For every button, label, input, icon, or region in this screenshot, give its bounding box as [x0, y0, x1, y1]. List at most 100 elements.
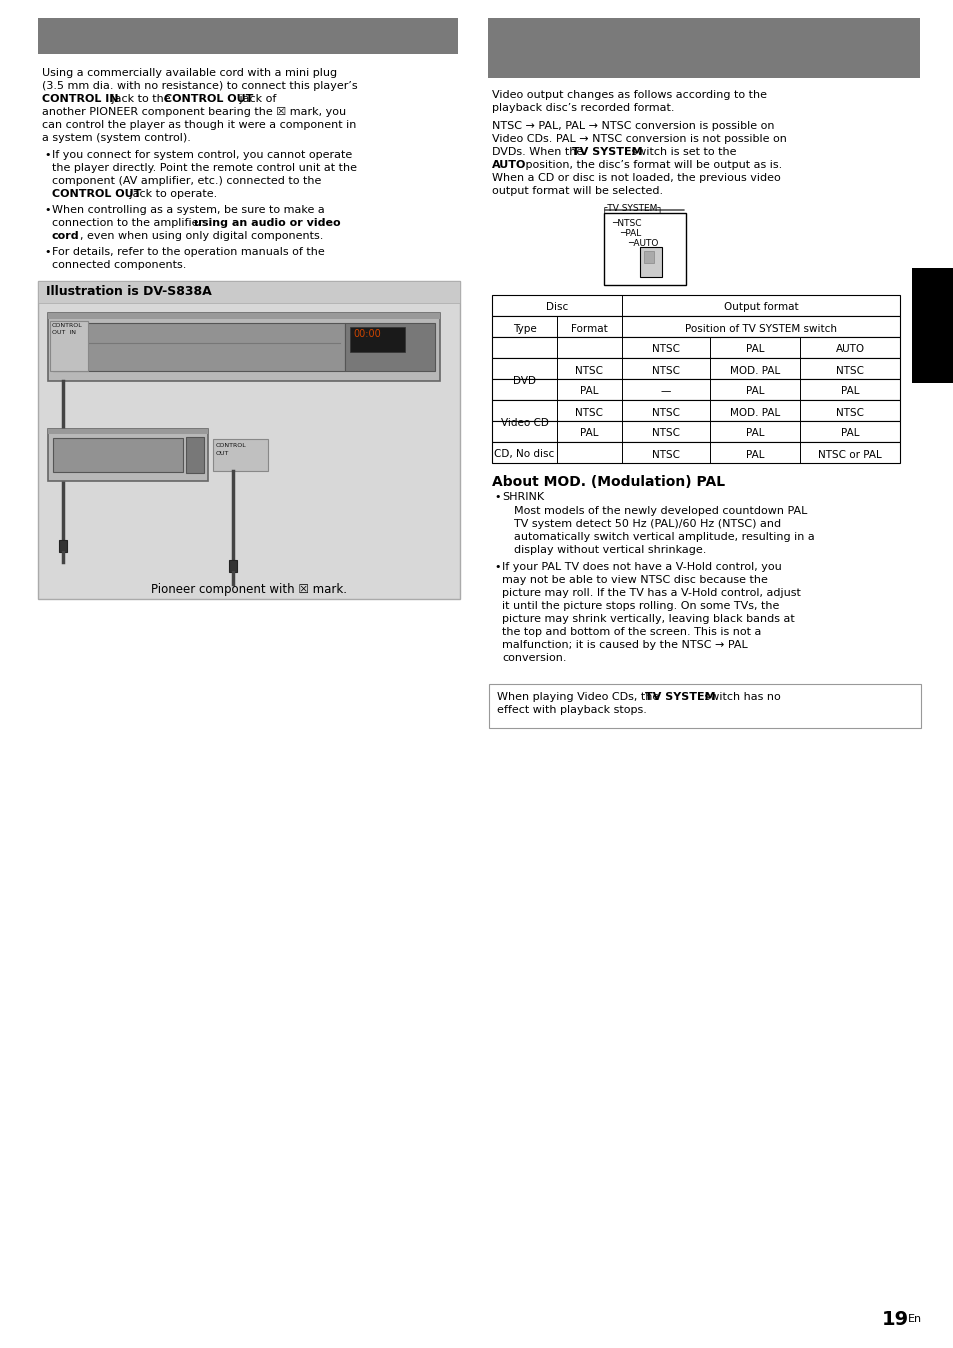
Text: PAL: PAL — [579, 387, 598, 396]
Text: DVD: DVD — [513, 376, 536, 386]
Text: En: En — [907, 1314, 922, 1324]
Text: position, the disc’s format will be output as is.: position, the disc’s format will be outp… — [521, 160, 781, 170]
Text: About MOD. (Modulation) PAL: About MOD. (Modulation) PAL — [492, 474, 724, 489]
Text: jack to the: jack to the — [108, 94, 174, 104]
Text: •: • — [44, 247, 51, 257]
Text: MOD. PAL: MOD. PAL — [729, 407, 780, 418]
Text: —: — — [660, 387, 671, 396]
Bar — [639, 247, 661, 276]
Text: PAL: PAL — [840, 429, 859, 438]
Bar — [213, 439, 268, 470]
Text: PAL: PAL — [745, 429, 763, 438]
Text: CD, No disc: CD, No disc — [494, 449, 554, 460]
Bar — [350, 328, 405, 352]
Bar — [492, 442, 899, 462]
Text: AUTO: AUTO — [835, 345, 863, 355]
Bar — [53, 324, 345, 371]
Text: AUTO: AUTO — [492, 160, 526, 170]
Text: ─AUTO: ─AUTO — [627, 239, 658, 248]
Bar — [53, 438, 183, 472]
Text: another PIONEER component bearing the ☒ mark, you: another PIONEER component bearing the ☒ … — [42, 106, 346, 117]
Text: NTSC: NTSC — [575, 407, 603, 418]
Text: component (AV amplifier, etc.) connected to the: component (AV amplifier, etc.) connected… — [52, 177, 321, 186]
Text: Format: Format — [571, 324, 607, 333]
Text: •: • — [44, 205, 51, 214]
Text: CONTROL OUT: CONTROL OUT — [164, 94, 253, 104]
Bar — [48, 313, 439, 381]
Text: NTSC or PAL: NTSC or PAL — [818, 449, 881, 460]
Bar — [603, 213, 685, 284]
Text: PAL: PAL — [579, 429, 598, 438]
Text: If your PAL TV does not have a V-Hold control, you: If your PAL TV does not have a V-Hold co… — [501, 562, 781, 572]
Text: picture may roll. If the TV has a V-Hold control, adjust: picture may roll. If the TV has a V-Hold… — [501, 588, 800, 599]
Text: Pioneer component with ☒ mark.: Pioneer component with ☒ mark. — [151, 582, 347, 596]
Text: ─PAL: ─PAL — [619, 229, 640, 239]
Bar — [229, 559, 236, 572]
Text: If you connect for system control, you cannot operate: If you connect for system control, you c… — [52, 150, 352, 160]
Text: •: • — [44, 150, 51, 160]
Bar — [492, 359, 899, 379]
Bar — [345, 324, 435, 371]
Text: NTSC: NTSC — [835, 407, 863, 418]
Bar — [911, 268, 953, 383]
Text: the top and bottom of the screen. This is not a: the top and bottom of the screen. This i… — [501, 627, 760, 638]
Text: (3.5 mm dia. with no resistance) to connect this player’s: (3.5 mm dia. with no resistance) to conn… — [42, 81, 357, 92]
Text: Type: Type — [512, 324, 536, 333]
Text: the player directly. Point the remote control unit at the: the player directly. Point the remote co… — [52, 163, 356, 173]
Text: PAL: PAL — [745, 449, 763, 460]
Bar — [492, 337, 899, 359]
Text: OUT: OUT — [215, 452, 229, 456]
Text: •: • — [494, 492, 500, 501]
Circle shape — [227, 580, 239, 592]
Circle shape — [409, 348, 415, 355]
Text: TV SYSTEM: TV SYSTEM — [644, 692, 715, 702]
Text: using an audio or video: using an audio or video — [193, 218, 340, 228]
Circle shape — [54, 341, 62, 349]
Text: effect with playback stops.: effect with playback stops. — [497, 705, 646, 714]
Text: SHRINK: SHRINK — [501, 492, 543, 501]
Text: PAL: PAL — [840, 387, 859, 396]
Text: When a CD or disc is not loaded, the previous video: When a CD or disc is not loaded, the pre… — [492, 173, 780, 183]
Text: ┌TV SYSTEM┐: ┌TV SYSTEM┐ — [601, 204, 662, 212]
Text: NTSC: NTSC — [835, 365, 863, 376]
Text: Illustration is DV-S838A: Illustration is DV-S838A — [46, 284, 212, 298]
Text: MOD. PAL: MOD. PAL — [729, 365, 780, 376]
Text: Position of TV SYSTEM switch: Position of TV SYSTEM switch — [684, 324, 836, 333]
Text: 00:00: 00:00 — [353, 329, 380, 338]
Text: TV SYSTEM: TV SYSTEM — [572, 147, 642, 156]
Bar — [492, 295, 899, 315]
Text: CONTROL: CONTROL — [52, 324, 83, 328]
Text: NTSC: NTSC — [575, 365, 603, 376]
Text: , even when using only digital components.: , even when using only digital component… — [80, 231, 323, 241]
Bar — [59, 541, 67, 551]
Text: connected components.: connected components. — [52, 260, 186, 270]
Bar — [492, 400, 899, 421]
Text: a system (system control).: a system (system control). — [42, 133, 191, 143]
Text: Using a commercially available cord with a mini plug: Using a commercially available cord with… — [42, 67, 336, 78]
Bar — [489, 683, 920, 728]
Text: OUT  IN: OUT IN — [52, 330, 76, 336]
Text: malfunction; it is caused by the NTSC → PAL: malfunction; it is caused by the NTSC → … — [501, 640, 747, 650]
Bar — [48, 429, 208, 434]
Text: NTSC: NTSC — [651, 449, 679, 460]
Text: switch is set to the: switch is set to the — [627, 147, 736, 156]
Text: conversion.: conversion. — [501, 652, 566, 663]
Bar — [48, 313, 439, 319]
Text: connection to the amplifier: connection to the amplifier — [52, 218, 207, 228]
Text: When controlling as a system, be sure to make a: When controlling as a system, be sure to… — [52, 205, 324, 214]
Text: ─NTSC: ─NTSC — [612, 218, 640, 228]
Text: Output format: Output format — [723, 302, 798, 313]
Text: switch has no: switch has no — [700, 692, 780, 702]
Text: Most models of the newly developed countdown PAL: Most models of the newly developed count… — [514, 506, 806, 516]
Text: it until the picture stops rolling. On some TVs, the: it until the picture stops rolling. On s… — [501, 601, 779, 611]
Text: NTSC → PAL, PAL → NTSC conversion is possible on: NTSC → PAL, PAL → NTSC conversion is pos… — [492, 121, 774, 131]
Text: may not be able to view NTSC disc because the: may not be able to view NTSC disc becaus… — [501, 576, 767, 585]
Text: PAL: PAL — [745, 387, 763, 396]
Bar — [38, 280, 459, 303]
Bar — [48, 429, 208, 481]
Text: PAL: PAL — [745, 345, 763, 355]
Bar — [492, 421, 899, 442]
Text: CONTROL IN: CONTROL IN — [42, 94, 118, 104]
Bar — [492, 379, 899, 400]
Circle shape — [68, 341, 76, 349]
